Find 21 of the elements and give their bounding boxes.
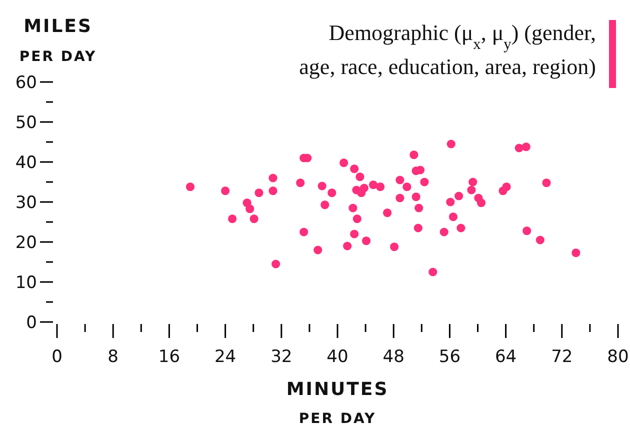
y-tick-label: 60 <box>15 72 37 93</box>
x-tick-label: 56 <box>438 347 461 367</box>
y-tick-label: 40 <box>15 152 37 173</box>
x-axis-title: MINUTES PER DAY <box>286 379 389 427</box>
y-tick-label: 50 <box>15 112 37 133</box>
x-tick-label: 16 <box>158 347 180 367</box>
y-tick-label: 30 <box>15 192 37 213</box>
y-tick-label: 20 <box>15 232 37 253</box>
text: Demographic (μ$_{x}$, μ$_{y}$) (gender, age, race, education, area, region) <box>299 20 596 79</box>
x-tick-label: 72 <box>551 347 573 367</box>
x-tick-label: 40 <box>326 347 348 367</box>
x-tick-label: 0 <box>52 347 62 367</box>
y-axis-title: MILES PER DAY <box>19 16 97 65</box>
x-tick-label: 48 <box>382 347 404 367</box>
x-tick-label: 8 <box>108 347 119 367</box>
y-tick-label: 10 <box>15 272 37 293</box>
x-tick-label: 32 <box>270 347 292 367</box>
x-tick-label: 80 <box>607 347 629 367</box>
x-tick-label: 24 <box>214 347 236 367</box>
x-tick-label: 64 <box>494 347 517 367</box>
y-tick-label: 0 <box>26 312 37 333</box>
